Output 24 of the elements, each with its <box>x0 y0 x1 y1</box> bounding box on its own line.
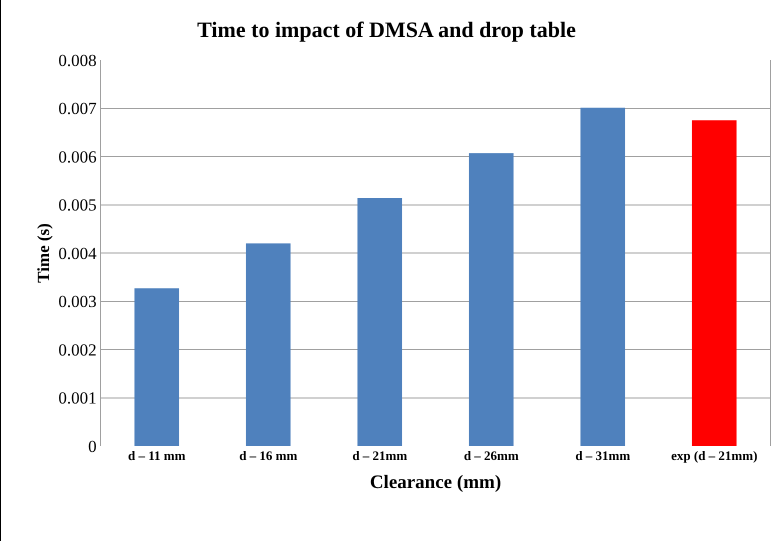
y-tick-label: 0.003 <box>58 292 97 312</box>
bar <box>134 288 180 446</box>
y-tick-label: 0.002 <box>58 340 97 360</box>
y-tick-label: 0.004 <box>58 244 98 263</box>
x-axis-title: Clearance (mm) <box>370 472 502 493</box>
bar <box>468 153 514 446</box>
x-tick-label: d – 21mm <box>352 448 408 463</box>
bar <box>692 120 737 446</box>
x-tick-label: d – 11 mm <box>128 448 186 463</box>
y-tick-label: 0.001 <box>58 388 97 408</box>
x-tick-label: d – 26mm <box>464 448 519 463</box>
x-tick-label: exp (d – 21mm) <box>671 448 758 463</box>
y-tick-label: 0.008 <box>58 50 97 70</box>
y-axis-title: Time (s) <box>34 223 53 283</box>
x-tick-label: d – 16 mm <box>239 448 298 463</box>
y-tick-label: 0 <box>88 436 97 456</box>
y-tick-label: 0.007 <box>58 99 98 118</box>
chart-title: Time to impact of DMSA and drop table <box>197 17 576 42</box>
y-tick-label: 0.006 <box>58 147 97 166</box>
bar <box>580 108 626 446</box>
bar <box>357 198 402 446</box>
x-tick-label: d – 31mm <box>575 448 630 463</box>
y-tick-label: 0.005 <box>58 196 97 215</box>
bar <box>246 243 291 446</box>
